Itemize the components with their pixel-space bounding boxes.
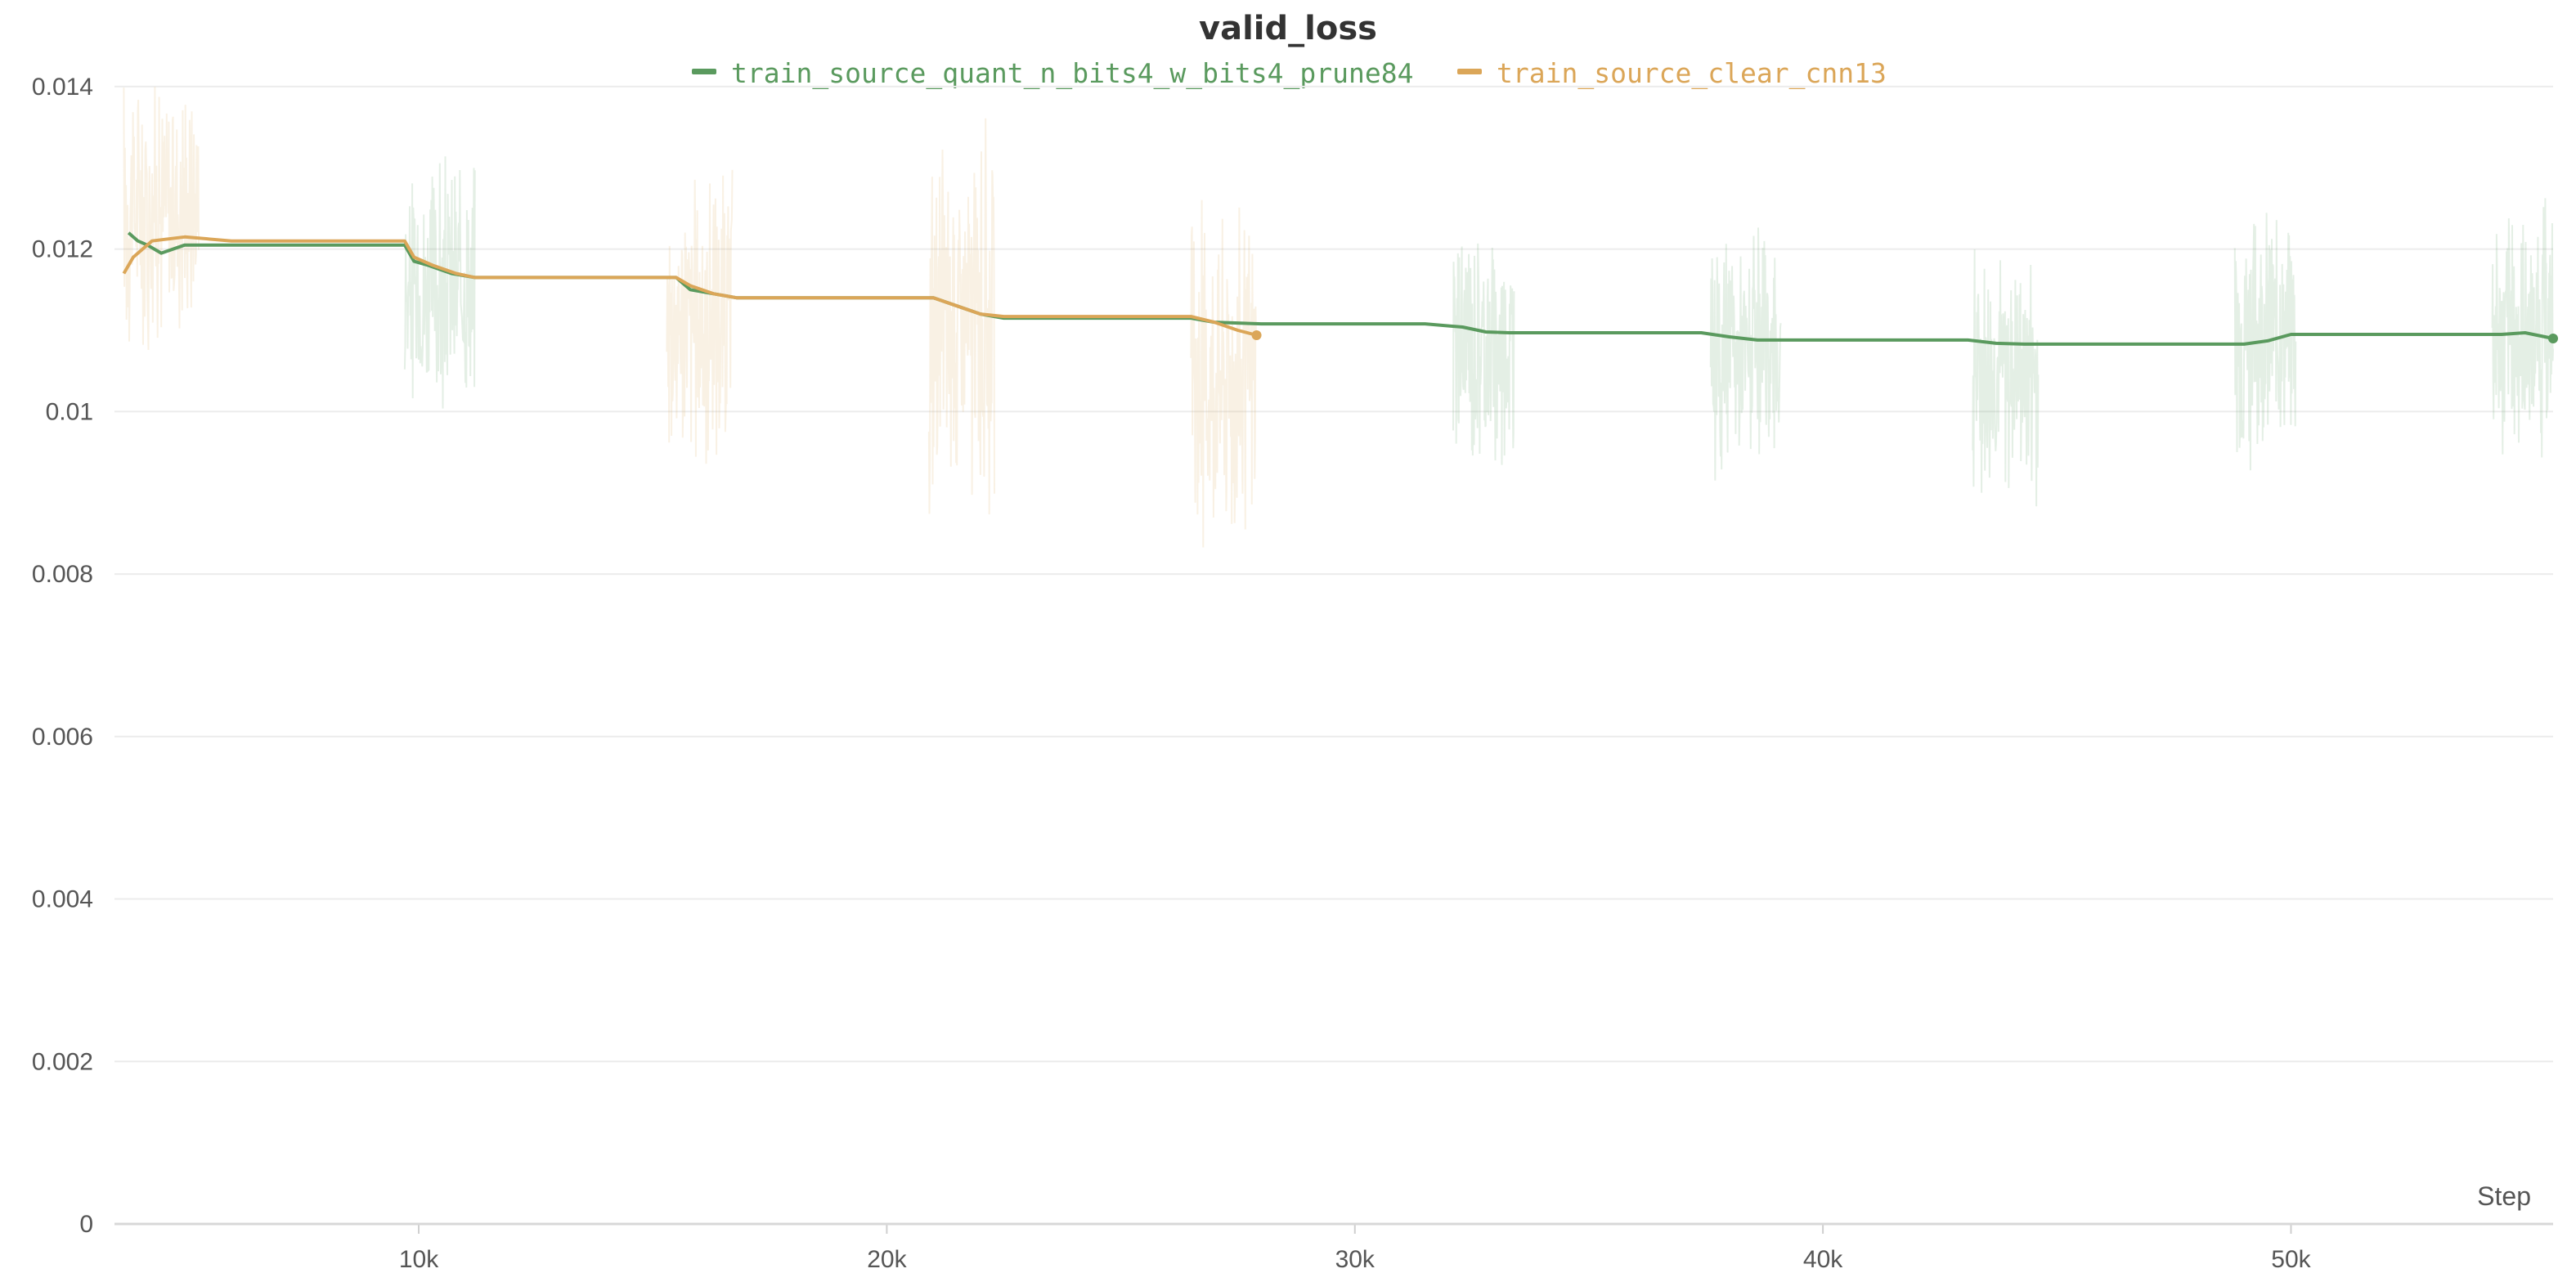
noise-band-4	[1190, 199, 1258, 548]
series-end-point-1	[1251, 329, 1262, 340]
x-axis-title: Step	[2477, 1181, 2531, 1211]
noise-band-7	[1972, 249, 2040, 507]
y-tick-label: 0.008	[32, 561, 93, 588]
y-tick-label: 0.002	[32, 1048, 93, 1075]
legend-label-series-1: train_source_clear_cnn13	[1497, 57, 1887, 90]
y-tick-label: 0	[79, 1211, 93, 1238]
noise-band-1	[403, 156, 476, 409]
grid-lines	[114, 85, 2553, 1063]
x-axis-ticks: 10k 20k 30k 40k 50k	[399, 1224, 2312, 1273]
series-lines	[122, 231, 2558, 346]
x-tick-label: 10k	[399, 1246, 439, 1273]
legend-label-series-0: train_source_quant_n_bits4_w_bits4_prune…	[731, 57, 1413, 90]
series-line-1	[122, 235, 1258, 337]
x-tick-label: 20k	[867, 1246, 907, 1273]
y-tick-label: 0.004	[32, 886, 93, 913]
y-axis-ticks: 0 0.002 0.004 0.006 0.008 0.01 0.012 0.014	[32, 74, 93, 1238]
x-tick-label: 30k	[1335, 1246, 1376, 1273]
noise-band-2	[666, 169, 734, 464]
chart-title: valid_loss	[1199, 10, 1377, 47]
y-tick-label: 0.01	[46, 398, 93, 425]
legend: train_source_quant_n_bits4_w_bits4_prune…	[692, 57, 1887, 90]
y-tick-label: 0.006	[32, 724, 93, 751]
legend-swatch-series-0	[692, 69, 716, 74]
noise-band-8	[2233, 213, 2297, 471]
noise-band-9	[2491, 198, 2554, 458]
noise-band-6	[1709, 227, 1782, 481]
noise-band-5	[1452, 243, 1515, 465]
legend-swatch-series-1	[1457, 69, 1482, 74]
noise-bands	[123, 87, 2554, 548]
noise-band-3	[927, 118, 995, 515]
noise-band-0	[123, 87, 200, 351]
y-tick-label: 0.014	[32, 74, 93, 101]
y-tick-label: 0.012	[32, 236, 93, 263]
x-tick-label: 40k	[1803, 1246, 1843, 1273]
x-tick-label: 50k	[2271, 1246, 2311, 1273]
series-end-point-0	[2548, 333, 2558, 343]
